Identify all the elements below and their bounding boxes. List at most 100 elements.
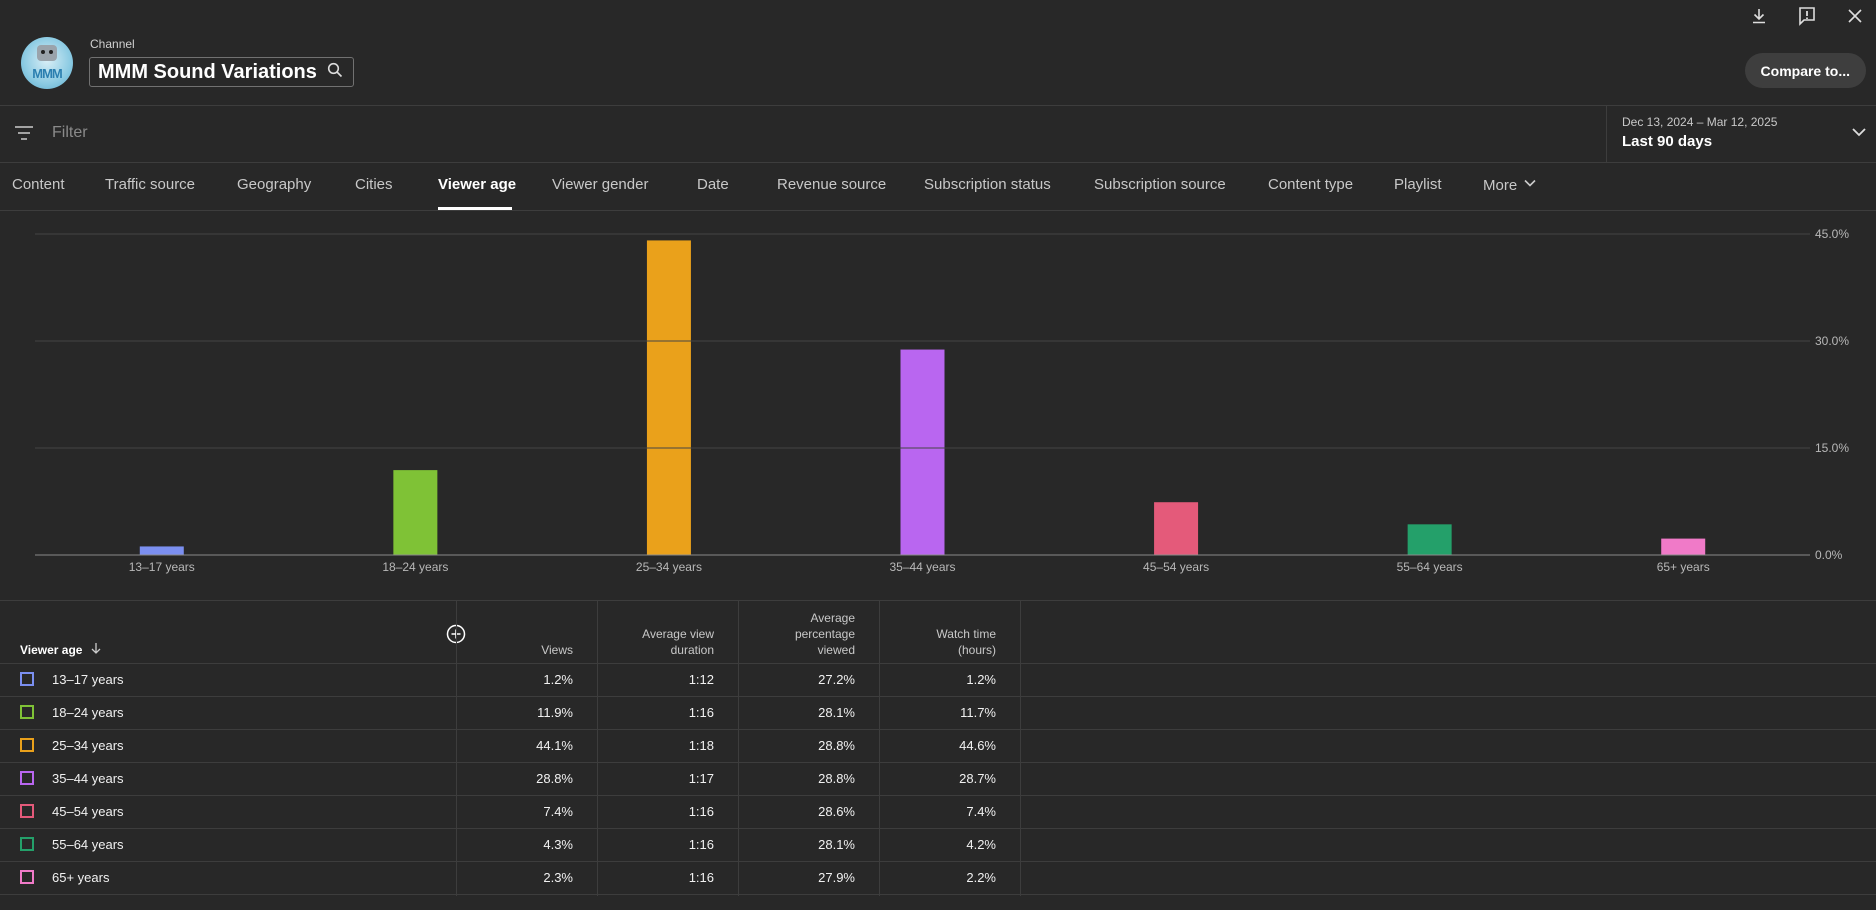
row-divider <box>0 729 1876 730</box>
filter-icon[interactable] <box>14 125 34 146</box>
download-icon[interactable] <box>1747 4 1771 28</box>
tab-traffic-source[interactable]: Traffic source <box>105 176 196 193</box>
channel-selector[interactable]: MMM Sound Variations <box>89 57 354 87</box>
row-watch-time: 7.4% <box>966 804 996 819</box>
row-watch-time: 28.7% <box>959 771 996 786</box>
tab-viewer-gender[interactable]: Viewer gender <box>552 176 649 193</box>
header-line: duration <box>670 643 714 657</box>
robot-logo-icon <box>37 45 57 61</box>
row-views: 1.2% <box>543 672 573 687</box>
close-icon[interactable] <box>1843 4 1867 28</box>
active-tab-indicator <box>438 207 512 210</box>
row-avg-pct-viewed: 28.8% <box>818 738 855 753</box>
column-divider <box>597 601 598 896</box>
sort-arrow-down-icon[interactable] <box>90 642 102 657</box>
series-color-checkbox[interactable] <box>20 771 34 785</box>
row-avg-pct-viewed: 28.1% <box>818 705 855 720</box>
tab-content-type[interactable]: Content type <box>1268 176 1354 193</box>
row-age-label: 18–24 years <box>52 705 124 720</box>
tab-subscription-source[interactable]: Subscription source <box>1094 176 1226 193</box>
series-color-checkbox[interactable] <box>20 870 34 884</box>
row-views: 11.9% <box>537 705 573 720</box>
column-header-avg-percentage-viewed[interactable]: Average percentage viewed <box>740 610 855 658</box>
row-avg-view-duration: 1:16 <box>688 804 714 819</box>
row-avg-view-duration: 1:12 <box>688 672 714 687</box>
divider <box>0 600 1876 601</box>
y-tick-label: 45.0% <box>1815 227 1849 241</box>
feedback-icon[interactable] <box>1795 4 1819 28</box>
compare-button[interactable]: Compare to... <box>1744 53 1866 88</box>
tab-playlist[interactable]: Playlist <box>1394 176 1442 193</box>
divider <box>0 210 1876 211</box>
column-divider <box>456 601 457 896</box>
row-avg-pct-viewed: 28.8% <box>818 771 855 786</box>
header-line: percentage <box>794 627 855 641</box>
row-divider <box>0 762 1876 763</box>
y-tick-label: 0.0% <box>1815 548 1843 562</box>
row-avg-pct-viewed: 27.9% <box>818 870 855 885</box>
x-tick-label: 25–34 years <box>636 560 702 574</box>
column-divider <box>1020 601 1021 896</box>
row-watch-time: 1.2% <box>966 672 996 687</box>
series-color-checkbox[interactable] <box>20 738 34 752</box>
row-avg-pct-viewed: 28.1% <box>818 837 855 852</box>
row-views: 44.1% <box>536 738 573 753</box>
series-color-checkbox[interactable] <box>20 705 34 719</box>
x-tick-label: 13–17 years <box>129 560 195 574</box>
row-divider <box>0 696 1876 697</box>
tab-viewer-age[interactable]: Viewer age <box>438 176 517 193</box>
column-header-watch-time[interactable]: Watch time (hours) <box>880 626 996 658</box>
column-header-views[interactable]: Views <box>541 643 573 657</box>
column-header-viewer-age[interactable]: Viewer age <box>20 642 102 657</box>
row-age-label: 45–54 years <box>52 804 124 819</box>
tab-subscription-status[interactable]: Subscription status <box>924 176 1051 193</box>
divider <box>0 663 1876 664</box>
search-icon[interactable] <box>327 61 343 84</box>
y-tick-label: 15.0% <box>1815 441 1849 455</box>
bar-6 <box>1407 524 1452 555</box>
row-avg-pct-viewed: 28.6% <box>818 804 855 819</box>
date-preset-text: Last 90 days <box>1622 133 1713 150</box>
row-avg-view-duration: 1:17 <box>688 771 714 786</box>
column-divider <box>738 601 739 896</box>
row-age-label: 13–17 years <box>52 672 124 687</box>
date-range-text: Dec 13, 2024 – Mar 12, 2025 <box>1622 115 1778 129</box>
row-watch-time: 44.6% <box>959 738 996 753</box>
series-color-checkbox[interactable] <box>20 804 34 818</box>
column-header-avg-view-duration[interactable]: Average view duration <box>600 626 714 658</box>
tab-cities[interactable]: Cities <box>355 176 393 193</box>
avatar-text: MMM <box>32 66 63 81</box>
header-line: Watch time <box>936 627 996 641</box>
series-color-checkbox[interactable] <box>20 837 34 851</box>
filter-input[interactable]: Filter <box>52 124 88 141</box>
x-tick-label: 45–54 years <box>1143 560 1209 574</box>
bar-4 <box>900 349 945 555</box>
row-divider <box>0 894 1876 895</box>
row-avg-pct-viewed: 27.2% <box>818 672 855 687</box>
tab-geography[interactable]: Geography <box>237 176 312 193</box>
row-avg-view-duration: 1:16 <box>688 870 714 885</box>
bar-2 <box>393 470 438 555</box>
tab-more[interactable]: More <box>1483 176 1537 194</box>
row-views: 28.8% <box>536 771 573 786</box>
divider <box>0 105 1876 106</box>
tab-revenue-source[interactable]: Revenue source <box>777 176 887 193</box>
x-tick-label: 18–24 years <box>382 560 448 574</box>
row-avg-view-duration: 1:18 <box>688 738 714 753</box>
header-line: (hours) <box>957 643 996 657</box>
bar-3 <box>646 240 691 556</box>
y-tick-label: 30.0% <box>1815 334 1849 348</box>
row-divider <box>0 861 1876 862</box>
row-watch-time: 11.7% <box>960 705 996 720</box>
row-views: 2.3% <box>543 870 573 885</box>
tab-content[interactable]: Content <box>12 176 65 193</box>
header-line: viewed <box>817 643 855 657</box>
tab-date[interactable]: Date <box>697 176 729 193</box>
row-divider <box>0 795 1876 796</box>
chevron-down-icon <box>1523 176 1537 194</box>
date-range-selector[interactable]: Dec 13, 2024 – Mar 12, 2025 Last 90 days <box>1606 106 1876 162</box>
series-color-checkbox[interactable] <box>20 672 34 686</box>
row-divider <box>0 828 1876 829</box>
row-age-label: 25–34 years <box>52 738 124 753</box>
x-tick-label: 65+ years <box>1657 560 1710 574</box>
